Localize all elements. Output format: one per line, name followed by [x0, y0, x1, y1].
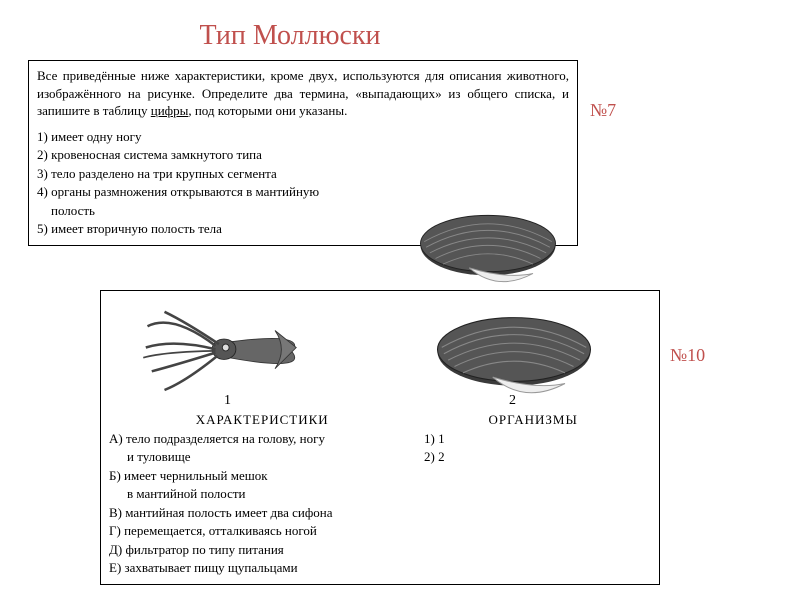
- prompt-line: Все приведённые ниже характеристики, кро…: [37, 68, 444, 83]
- characteristics-col: А) тело подразделяется на голову, ногу и…: [109, 429, 404, 578]
- clam-illustration-2: [429, 307, 599, 403]
- char-a2: и туловище: [109, 448, 404, 466]
- two-columns: А) тело подразделяется на голову, ногу и…: [109, 429, 651, 578]
- header-organisms: ОРГАНИЗМЫ: [415, 411, 651, 429]
- question-box-7: Все приведённые ниже характеристики, кро…: [28, 60, 578, 246]
- question-number-7: №7: [590, 100, 616, 121]
- option-4a: 4) органы размножения открываются в мант…: [37, 183, 569, 201]
- question-box-10: 1 2 ХАРАКТЕРИСТИКИ ОРГАНИЗМЫ А) тело под…: [100, 290, 660, 585]
- char-b2: в мантийной полости: [109, 485, 404, 503]
- question-number-10: №10: [670, 345, 705, 366]
- page-title: Тип Моллюски: [0, 20, 580, 52]
- char-f: Е) захватывает пищу щупальцами: [109, 559, 404, 577]
- org-2: 2) 2: [424, 448, 651, 466]
- image-label-1: 1: [224, 392, 231, 411]
- option-1: 1) имеет одну ногу: [37, 128, 569, 146]
- char-b1: Б) имеет чернильный мешок: [109, 467, 404, 485]
- prompt-line: они указаны.: [275, 103, 347, 118]
- option-3: 3) тело разделено на три крупных сегмент…: [37, 165, 569, 183]
- prompt-text: Все приведённые ниже характеристики, кро…: [37, 67, 569, 120]
- org-1: 1) 1: [424, 430, 651, 448]
- options-list: 1) имеет одну ногу 2) кровеносная систем…: [37, 128, 569, 238]
- header-characteristics: ХАРАКТЕРИСТИКИ: [109, 411, 415, 429]
- prompt-underline: цифры: [151, 103, 189, 118]
- char-e: Д) фильтратор по типу питания: [109, 541, 404, 559]
- option-2: 2) кровеносная система замкнутого типа: [37, 146, 569, 164]
- organisms-col: 1) 1 2) 2: [404, 429, 651, 578]
- prompt-line: , под которыми: [188, 103, 272, 118]
- image-label-2: 2: [509, 392, 516, 411]
- squid-illustration: [139, 305, 309, 399]
- char-c: В) мантийная полость имеет два сифона: [109, 504, 404, 522]
- column-headers: ХАРАКТЕРИСТИКИ ОРГАНИЗМЫ: [109, 411, 651, 429]
- char-d: Г) перемещается, отталкиваясь ногой: [109, 522, 404, 540]
- image-row: 1 2: [109, 297, 651, 407]
- char-a1: А) тело подразделяется на голову, ногу: [109, 430, 404, 448]
- clam-illustration-1: [413, 206, 563, 290]
